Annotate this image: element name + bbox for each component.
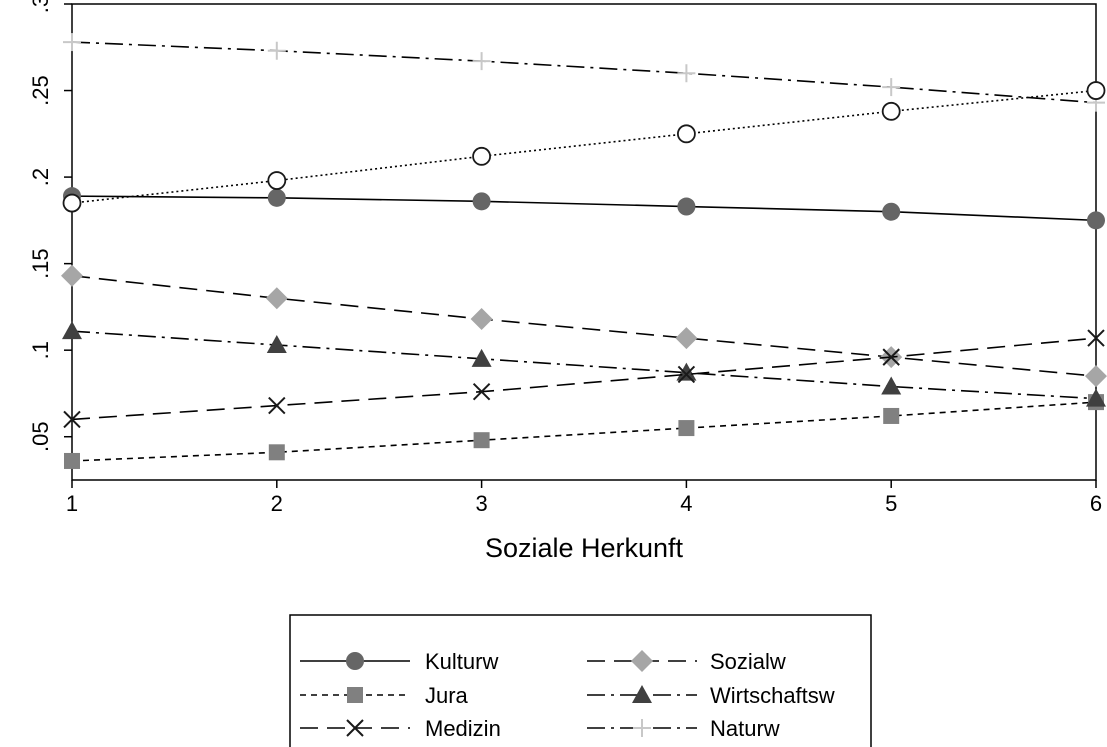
x-axis-title: Soziale Herkunft [485,533,684,563]
plot-area-frame [71,3,1097,481]
y-tick-label--15: .15 [28,248,53,279]
legend-label-medizin: Medizin [425,716,501,741]
point-medizin-6 [1087,329,1105,347]
point-sozialw-6 [1085,365,1107,388]
legend-item-wirtschaftsw: Wirtschaftsw [587,683,835,708]
legend-marker-sozialw [631,650,653,672]
point-wirtschaftsw-2 [266,334,287,353]
legend-marker-wirtschaftsw [632,685,652,703]
point-jura-1 [64,452,80,469]
point-kulturw-5 [882,202,901,221]
series-jura [64,394,1104,469]
x-tick-label-3: 3 [475,491,487,516]
point-medizin-3 [472,383,491,401]
point-kulturw-2 [267,188,286,207]
point-wirtschaftsw-3 [471,348,492,367]
legend-marker-jura [347,687,363,703]
legend-label-kulturw: Kulturw [425,649,498,674]
point-naturw-3 [472,52,491,71]
x-tick-label-6: 6 [1090,491,1102,516]
point-ingenieurw-3 [472,146,492,166]
legend-item-sozialw: Sozialw [587,649,786,674]
point-kulturw-3 [472,192,491,211]
series-line-naturw [71,41,1097,104]
point-medizin-2 [268,396,286,415]
point-medizin-1 [63,410,81,429]
legend-item-naturw: Naturw [587,716,780,741]
point-ingenieurw-6 [1086,81,1106,100]
x-tick-label-2: 2 [271,491,283,516]
point-sozialw-1 [61,264,83,287]
series-line-medizin [71,337,1097,421]
x-tick-label-4: 4 [680,491,692,516]
series-line-sozialw [71,274,1097,377]
axis-layer: 1 2 3 4 5 6 .05 .1 .15 .2 .25 .3 [28,0,1102,516]
legend-marker-medizin [346,719,364,737]
point-medizin-5 [882,348,900,366]
point-sozialw-3 [470,308,493,331]
legend-item-jura: Jura [300,683,469,708]
point-ingenieurw-4 [677,124,696,144]
series-line-wirtschaftsw [71,330,1097,400]
y-tick-label--25: .25 [28,75,53,106]
point-naturw-2 [267,41,286,60]
point-wirtschaftsw-1 [62,321,82,340]
legend-marker-kulturw [346,652,364,670]
point-wirtschaftsw-4 [676,362,697,381]
legend: Kulturw Sozialw Jura Wirtschaftsw Medizin Nat… [300,649,835,741]
legend-label-jura: Jura [425,683,469,708]
legend-marker-naturw [633,719,651,737]
point-jura-3 [473,432,490,449]
point-ingenieurw-1 [62,193,82,213]
legend-label-naturw: Naturw [710,716,780,741]
point-naturw-4 [677,64,696,83]
series-line-kulturw [71,195,1097,222]
legend-box [289,614,872,747]
point-ingenieurw-5 [881,101,901,121]
point-sozialw-2 [265,287,288,310]
x-tick-label-1: 1 [66,491,78,516]
legend-item-kulturw: Kulturw [300,649,498,674]
point-sozialw-4 [675,327,698,350]
x-tick-label-5: 5 [885,491,897,516]
series-line-jura [71,401,1097,462]
point-jura-5 [883,407,900,424]
series-layer [61,33,1107,469]
point-medizin-4 [677,365,696,384]
point-wirtschaftsw-5 [881,376,902,395]
point-ingenieurw-2 [267,171,287,190]
y-tick-label--05: .05 [28,421,53,452]
point-jura-2 [268,444,285,461]
legend-label-wirtschaftsw: Wirtschaftsw [710,683,835,708]
legend-label-sozialw: Sozialw [710,649,786,674]
point-naturw-5 [882,78,901,97]
legend-item-medizin: Medizin [300,716,501,741]
point-kulturw-4 [677,197,696,216]
y-tick-label--2: .2 [28,168,53,186]
series-naturw [63,33,1105,112]
series-line-ingenieurw [71,89,1097,204]
y-tick-label--1: .1 [28,341,53,359]
series-wirtschaftsw [62,321,1106,407]
point-naturw-1 [63,33,81,52]
series-ingenieurw [62,81,1106,213]
point-kulturw-6 [1087,211,1105,230]
point-jura-4 [678,420,695,437]
y-tick-label--3: .3 [28,0,53,13]
series-medizin [63,329,1105,429]
point-wirtschaftsw-6 [1086,388,1106,407]
